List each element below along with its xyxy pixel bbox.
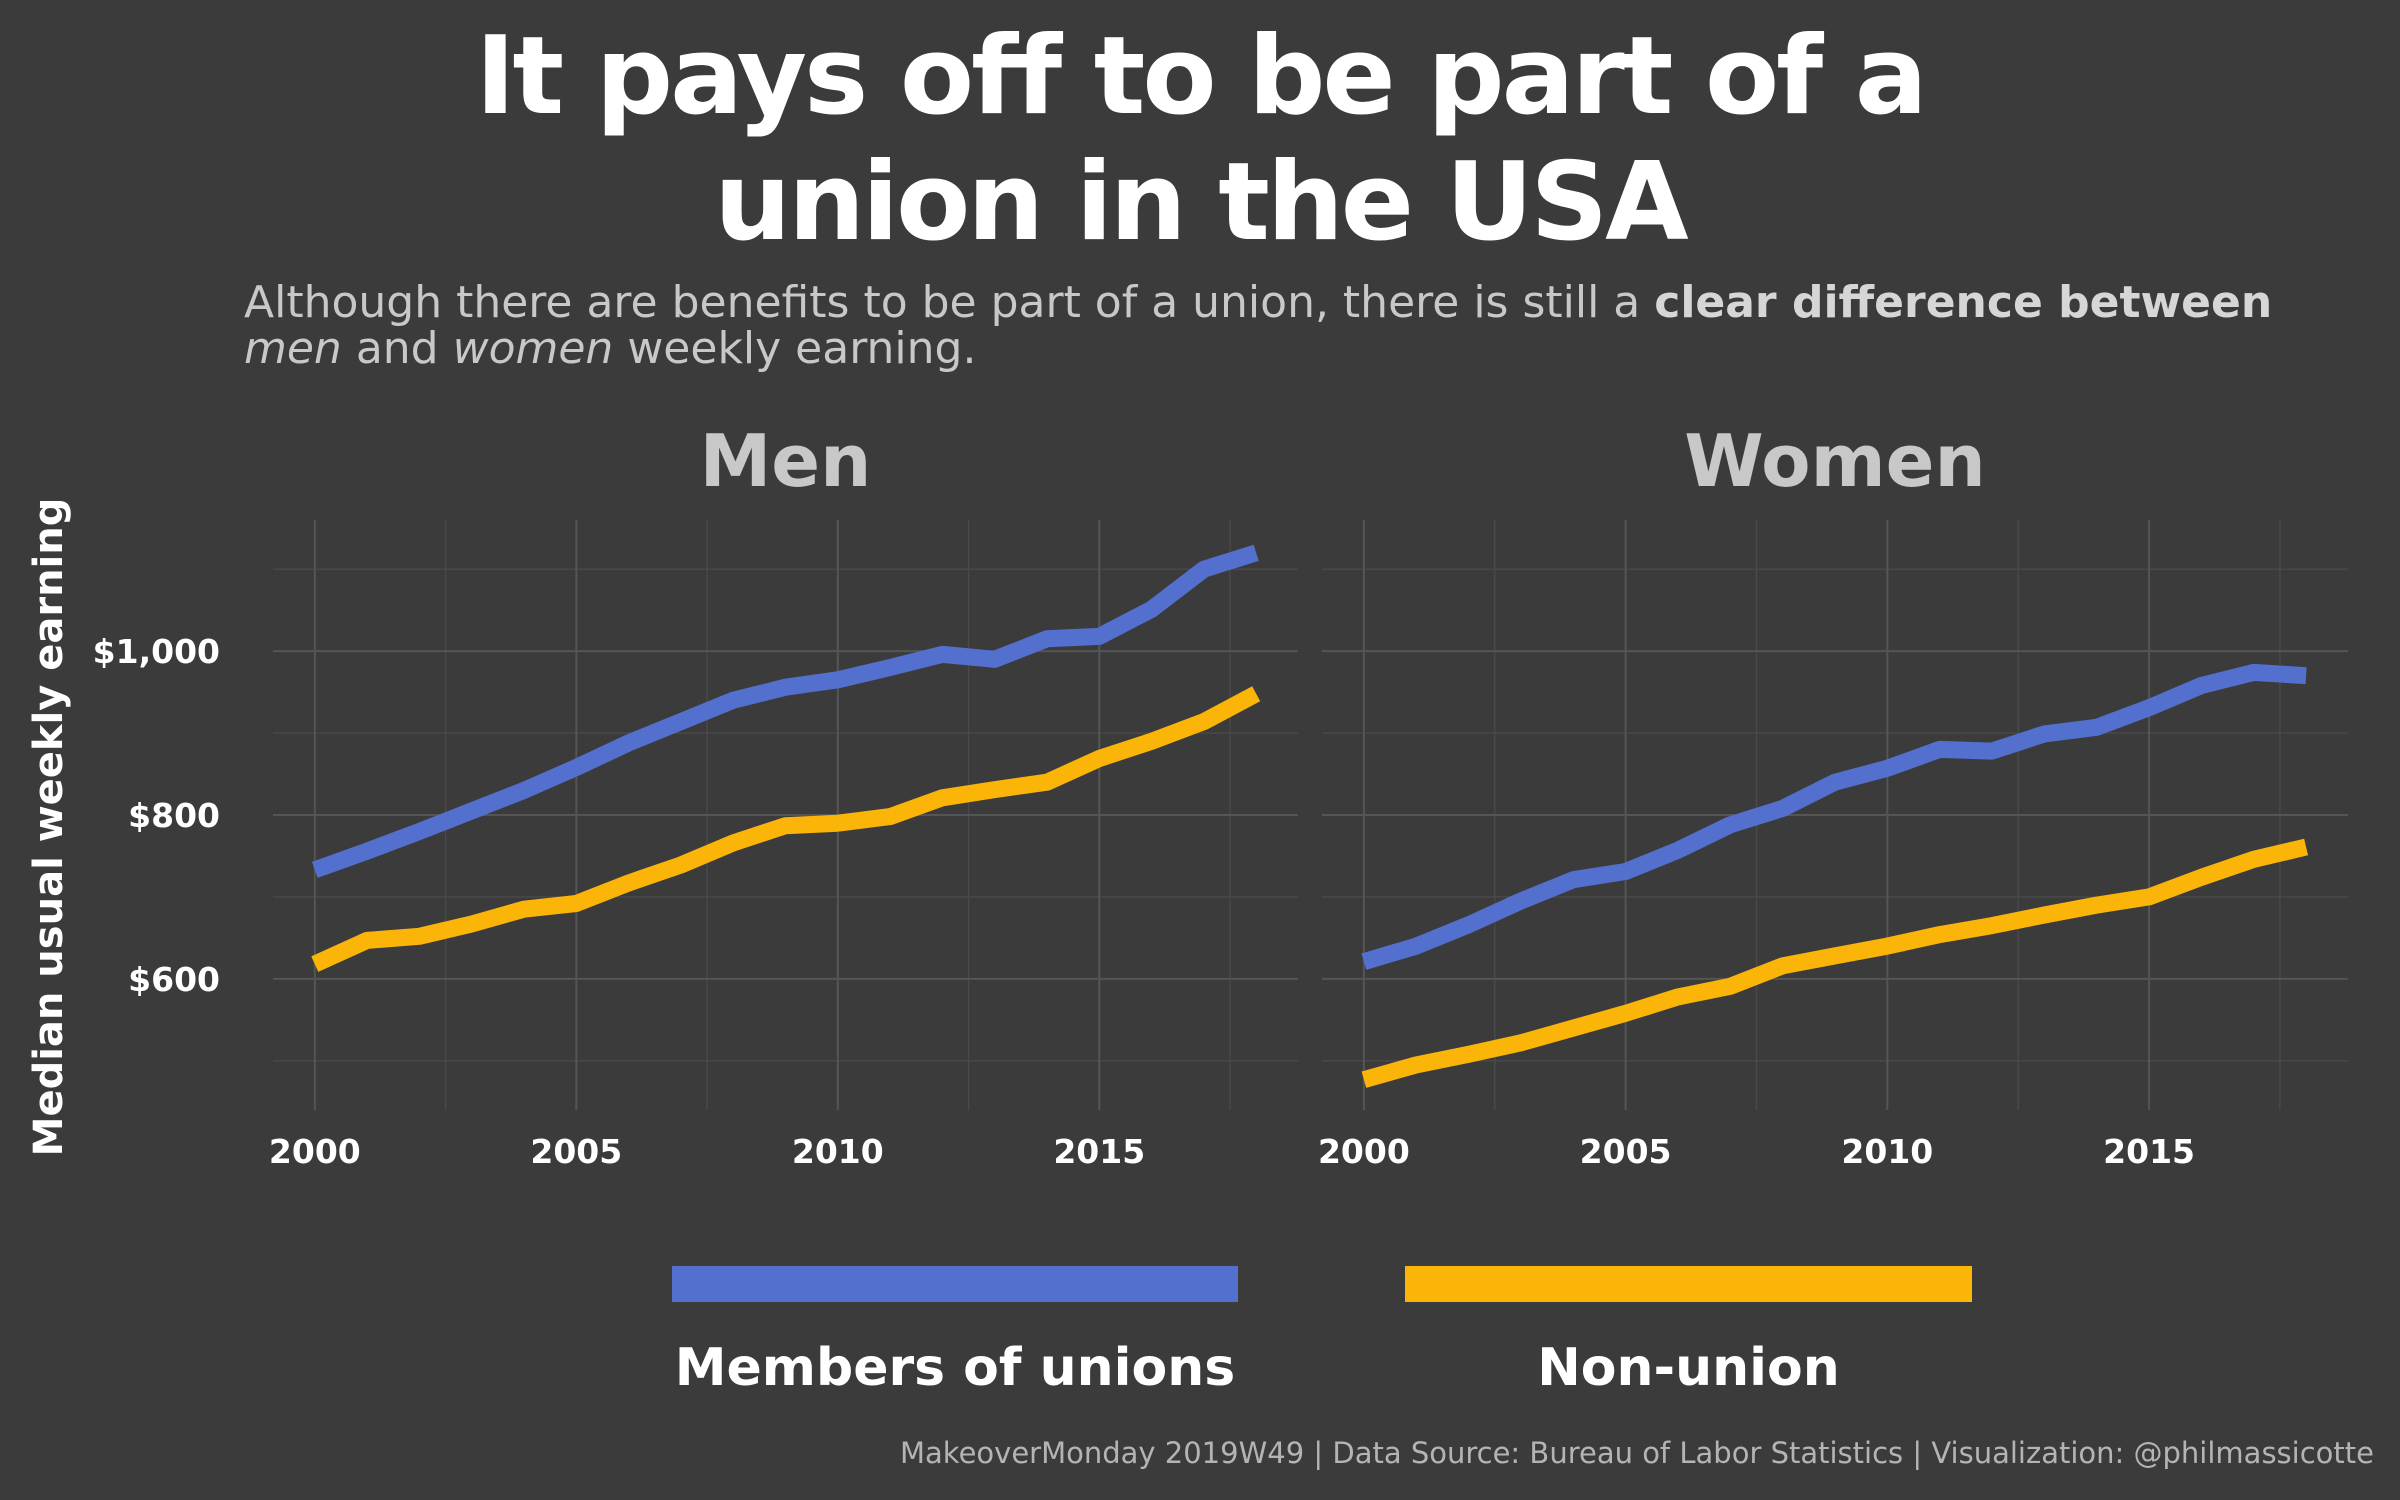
title-line-1: It pays off to be part of a <box>475 14 1927 139</box>
panel-men-title: Men <box>700 419 872 503</box>
panel-women-series-union <box>1361 663 2307 970</box>
y-axis-label: Median usual weekly earning <box>26 498 72 1157</box>
panel-women-title: Women <box>1684 419 1985 503</box>
panel-men-series-nonunion <box>311 686 1261 972</box>
chart-subtitle: Although there are benefits to be part o… <box>244 280 2344 372</box>
subtitle-women: women <box>452 323 614 374</box>
subtitle-men: men <box>244 323 342 374</box>
panel-women-x-tick-label: 2010 <box>1841 1132 1933 1171</box>
panel-men-x-tick-label: 2000 <box>269 1132 361 1171</box>
panel-women-x-tick-label: 2015 <box>2103 1132 2195 1171</box>
y-tick-label: $600 <box>128 960 220 999</box>
subtitle-and: and <box>341 323 453 374</box>
y-tick-label: $1,000 <box>93 632 220 671</box>
panel-women-series-nonunion <box>1361 838 2309 1088</box>
panel-men-x-tick-label: 2015 <box>1053 1132 1145 1171</box>
caption: MakeoverMonday 2019W49 | Data Source: Bu… <box>900 1436 2374 1470</box>
y-tick-label: $800 <box>128 796 220 835</box>
legend-union-label: Members of unions <box>675 1338 1235 1398</box>
panel-women-x-tick-label: 2005 <box>1580 1132 1672 1171</box>
subtitle-text: Although there are benefits to be part o… <box>244 277 1655 328</box>
panel-women-x-tick-label: 2000 <box>1318 1132 1410 1171</box>
subtitle-tail: weekly earning. <box>613 323 977 374</box>
title-line-2: union in the USA <box>714 140 1688 265</box>
panel-men-x-tick-label: 2010 <box>792 1132 884 1171</box>
panel-men-x-tick-label: 2005 <box>530 1132 622 1171</box>
legend-nonunion-label: Non-union <box>1537 1338 1839 1398</box>
panel-men-series-union <box>311 544 1259 878</box>
chart-title: It pays off to be part of a union in the… <box>0 14 2400 266</box>
subtitle-emphasis: clear difference between <box>1654 277 2273 328</box>
